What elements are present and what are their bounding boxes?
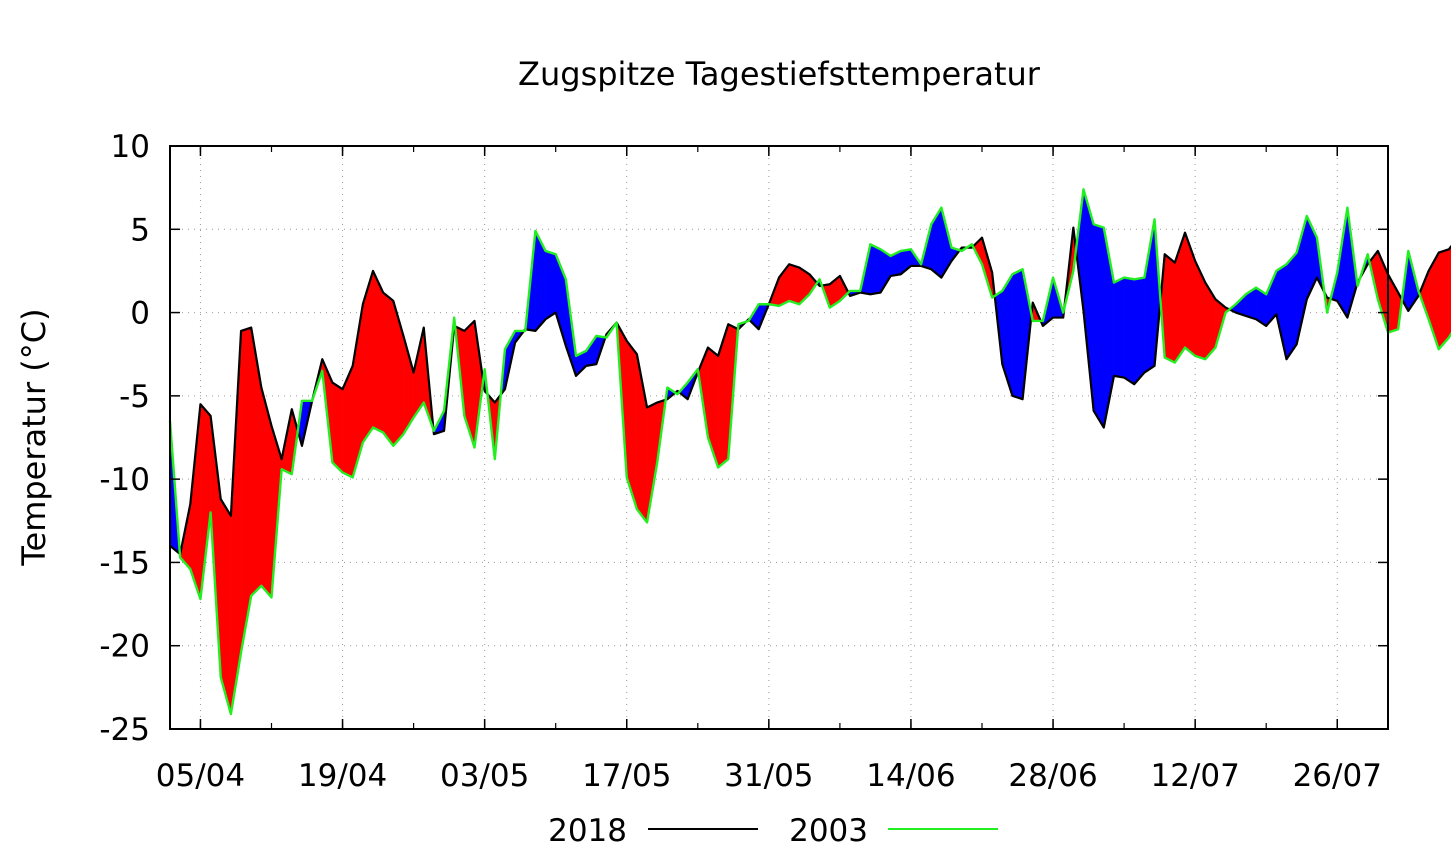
x-tick-label: 19/04 bbox=[298, 758, 387, 794]
difference-fill bbox=[1113, 277, 1125, 378]
difference-fill bbox=[585, 335, 597, 367]
difference-fill bbox=[1194, 260, 1206, 360]
difference-fill bbox=[545, 250, 556, 320]
y-tick-label: 0 bbox=[130, 296, 150, 332]
x-tick-label: 31/05 bbox=[724, 758, 813, 794]
y-tick-label: -5 bbox=[119, 379, 150, 415]
difference-fill bbox=[1174, 232, 1186, 364]
difference-fill bbox=[372, 270, 384, 433]
legend-label-2003: 2003 bbox=[789, 813, 868, 849]
difference-fill bbox=[1438, 248, 1450, 350]
x-tick-label: 12/07 bbox=[1150, 758, 1239, 794]
difference-fill bbox=[1276, 263, 1287, 360]
plot-frame bbox=[169, 145, 1389, 730]
difference-fill bbox=[788, 263, 800, 305]
difference-fill bbox=[1286, 251, 1297, 361]
series-lines bbox=[168, 188, 1451, 716]
x-tick-label: 14/06 bbox=[866, 758, 955, 794]
difference-fill bbox=[1012, 268, 1023, 400]
difference-fill bbox=[1448, 246, 1451, 339]
difference-fill bbox=[190, 404, 201, 600]
difference-fill bbox=[200, 403, 211, 600]
series-line-2018 bbox=[169, 226, 1451, 556]
x-tick-label: 03/05 bbox=[440, 758, 529, 794]
x-tick-label: 26/07 bbox=[1293, 758, 1382, 794]
difference-fill bbox=[646, 402, 658, 523]
chart-title: Zugspitze Tagestiefsttemperatur bbox=[518, 55, 1041, 93]
difference-fill bbox=[250, 327, 262, 597]
y-tick-label: -15 bbox=[99, 545, 150, 581]
x-tick-label: 17/05 bbox=[582, 758, 671, 794]
legend: 2018 2003 bbox=[548, 813, 998, 849]
difference-fill bbox=[870, 243, 881, 295]
difference-fills bbox=[169, 189, 1451, 715]
x-tick-label: 05/04 bbox=[156, 758, 245, 794]
difference-fill bbox=[342, 365, 353, 478]
x-tick-label: 28/06 bbox=[1008, 758, 1097, 794]
y-axis-label: Temperatur (°C) bbox=[15, 308, 53, 566]
series-line-2003 bbox=[168, 188, 1451, 716]
y-tick-label: 5 bbox=[130, 212, 150, 248]
difference-fill bbox=[1164, 253, 1176, 363]
y-tick-label: -10 bbox=[99, 462, 150, 498]
difference-fill bbox=[717, 324, 729, 469]
difference-fill bbox=[382, 292, 394, 447]
difference-fill bbox=[393, 300, 404, 447]
y-tick-label: 10 bbox=[111, 129, 150, 165]
difference-fill bbox=[1123, 277, 1135, 385]
difference-fill bbox=[1184, 232, 1196, 357]
difference-fill bbox=[1134, 277, 1145, 385]
difference-fill bbox=[332, 382, 343, 474]
y-tick-label: -20 bbox=[99, 629, 150, 665]
difference-fill bbox=[1093, 223, 1105, 429]
y-tick-label: -25 bbox=[99, 712, 150, 748]
legend-label-2018: 2018 bbox=[548, 813, 627, 849]
